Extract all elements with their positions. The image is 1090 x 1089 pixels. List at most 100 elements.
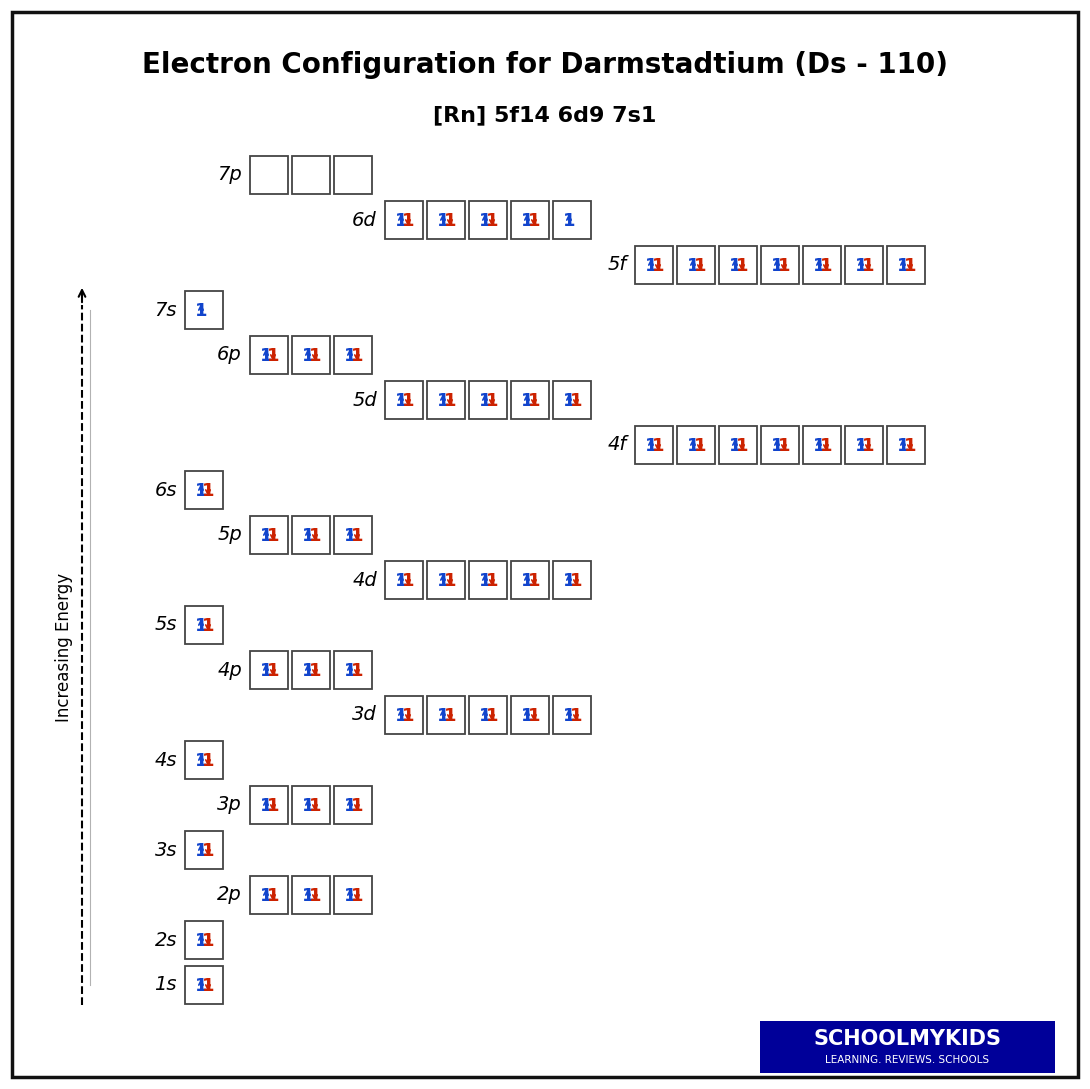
Bar <box>511 381 549 419</box>
Text: 1: 1 <box>729 257 741 276</box>
Text: 1: 1 <box>862 257 874 276</box>
Bar <box>334 876 372 914</box>
Bar <box>553 561 591 599</box>
Text: 7s: 7s <box>155 301 177 319</box>
Bar <box>677 246 715 284</box>
Text: 1: 1 <box>444 707 457 725</box>
Text: Increasing Energy: Increasing Energy <box>54 573 73 722</box>
Text: 1: 1 <box>521 707 533 725</box>
Text: 1: 1 <box>195 932 207 950</box>
Bar <box>292 337 330 374</box>
Bar <box>292 876 330 914</box>
Text: 1: 1 <box>820 437 833 455</box>
Text: 1: 1 <box>259 527 272 544</box>
Bar <box>185 472 223 509</box>
Text: 1: 1 <box>308 347 322 365</box>
Text: 1: 1 <box>693 257 706 276</box>
Text: 1: 1 <box>778 257 790 276</box>
Bar <box>845 246 883 284</box>
Text: LEARNING. REVIEWS. SCHOOLS: LEARNING. REVIEWS. SCHOOLS <box>825 1055 990 1065</box>
Text: 1: 1 <box>202 932 215 950</box>
Text: 1: 1 <box>855 257 868 276</box>
Text: 1: 1 <box>195 842 207 860</box>
Text: SCHOOLMYKIDS: SCHOOLMYKIDS <box>813 1029 1002 1049</box>
Text: 1: 1 <box>395 392 408 409</box>
Bar <box>292 786 330 824</box>
Bar <box>185 966 223 1004</box>
Bar <box>887 426 925 464</box>
Text: 1: 1 <box>444 572 457 590</box>
Bar <box>511 201 549 238</box>
Text: 1: 1 <box>486 212 498 230</box>
Text: 1: 1 <box>521 572 533 590</box>
Text: 5p: 5p <box>217 526 242 544</box>
Text: 1: 1 <box>897 437 909 455</box>
Text: 1: 1 <box>302 797 314 815</box>
Bar <box>385 381 423 419</box>
Text: 5s: 5s <box>155 615 177 635</box>
Bar <box>635 426 673 464</box>
Text: 1: 1 <box>195 977 207 995</box>
Text: 1: 1 <box>778 437 790 455</box>
Text: 1: 1 <box>736 437 748 455</box>
Text: 1: 1 <box>437 392 449 409</box>
Text: 1: 1 <box>652 257 664 276</box>
Bar <box>292 156 330 194</box>
Bar <box>334 156 372 194</box>
Bar <box>803 246 841 284</box>
Text: 1: 1 <box>202 752 215 770</box>
Text: 1: 1 <box>195 752 207 770</box>
Bar <box>185 605 223 644</box>
Text: 1: 1 <box>202 842 215 860</box>
Text: 1: 1 <box>195 482 207 500</box>
Text: 1: 1 <box>521 212 533 230</box>
Bar <box>427 381 465 419</box>
Text: 1: 1 <box>904 257 917 276</box>
Text: 1: 1 <box>302 527 314 544</box>
Text: 1: 1 <box>202 617 215 635</box>
Text: 1: 1 <box>402 212 414 230</box>
Bar <box>469 381 507 419</box>
Text: 2p: 2p <box>217 885 242 905</box>
Text: 1: 1 <box>486 707 498 725</box>
Text: 1: 1 <box>267 797 279 815</box>
Text: 1: 1 <box>343 797 356 815</box>
Text: 1: 1 <box>486 392 498 409</box>
Text: 1: 1 <box>855 437 868 455</box>
Text: 1: 1 <box>562 212 576 230</box>
Bar <box>553 201 591 238</box>
Bar <box>761 246 799 284</box>
Text: 1: 1 <box>771 257 784 276</box>
Text: 1: 1 <box>562 572 576 590</box>
Text: 1: 1 <box>351 347 363 365</box>
Text: 4d: 4d <box>352 571 377 589</box>
Bar <box>250 876 288 914</box>
Text: 1: 1 <box>528 212 541 230</box>
Text: 1: 1 <box>351 888 363 905</box>
Text: 1: 1 <box>562 707 576 725</box>
Text: 1: 1 <box>437 212 449 230</box>
Bar <box>185 921 223 959</box>
Text: 1: 1 <box>687 257 700 276</box>
Text: 1: 1 <box>351 797 363 815</box>
Bar <box>719 426 756 464</box>
Text: 1: 1 <box>351 662 363 680</box>
Bar <box>385 561 423 599</box>
Text: 1: 1 <box>195 302 207 320</box>
Text: 1: 1 <box>486 572 498 590</box>
Bar <box>185 741 223 779</box>
Text: 1: 1 <box>736 257 748 276</box>
Text: 1: 1 <box>195 617 207 635</box>
Text: 1: 1 <box>402 707 414 725</box>
Text: 1: 1 <box>267 662 279 680</box>
Text: 5d: 5d <box>352 391 377 409</box>
Text: 1: 1 <box>562 392 576 409</box>
Text: 1: 1 <box>479 392 492 409</box>
Text: 1: 1 <box>308 888 322 905</box>
Bar <box>385 201 423 238</box>
Bar <box>334 516 372 554</box>
Text: [Rn] 5f14 6d9 7s1: [Rn] 5f14 6d9 7s1 <box>434 105 656 125</box>
Text: 1: 1 <box>267 527 279 544</box>
Text: 1: 1 <box>479 707 492 725</box>
Text: 1: 1 <box>402 572 414 590</box>
